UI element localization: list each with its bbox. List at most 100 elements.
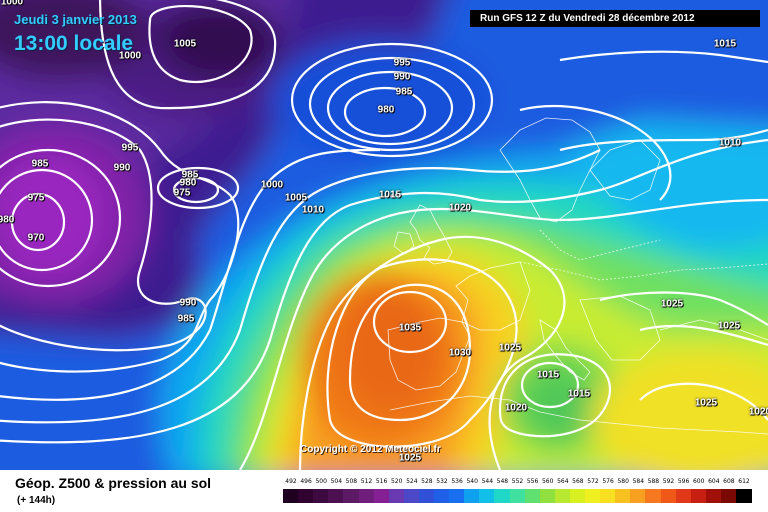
isobar-label: 1015 [378, 189, 402, 201]
isobar-label: 975 [173, 187, 191, 199]
scale-swatch [434, 489, 450, 503]
scale-swatch [343, 489, 360, 503]
isobars [0, 0, 768, 470]
scale-tick-label: 524 [406, 478, 418, 485]
scale-tick-label: 552 [511, 478, 524, 485]
isobar-label: 1035 [398, 322, 422, 334]
isobar-label: 990 [179, 297, 197, 309]
scale-tick-label: 492 [285, 478, 297, 485]
scale-swatch [600, 489, 617, 503]
isobar-label: 1015 [567, 388, 591, 400]
scale-swatch [313, 489, 330, 503]
isobar-label: 1025 [717, 320, 741, 332]
scale-tick-label: 588 [647, 478, 660, 485]
scale-tick-label: 496 [300, 478, 312, 485]
run-info: Run GFS 12 Z du Vendredi 28 décembre 201… [470, 10, 760, 27]
scale-swatch [736, 489, 752, 503]
scale-tick-label: 584 [632, 478, 645, 485]
scale-swatch [705, 489, 722, 503]
scale-tick-label: 572 [587, 478, 599, 485]
scale-swatch [358, 489, 375, 503]
isobar-label: 1020 [448, 202, 472, 214]
isobar-label: 1020 [748, 406, 768, 418]
scale-tick-label: 556 [526, 478, 539, 485]
isobar-label: 1015 [713, 38, 737, 50]
copyright-notice: Copyright © 2012 Meteociel.fr [300, 444, 441, 455]
scale-swatch [554, 489, 571, 503]
scale-swatch [524, 489, 541, 503]
scale-tick-label: 500 [315, 478, 327, 485]
scale-swatch [630, 489, 647, 503]
scale-swatch [418, 489, 435, 503]
color-scale: 492 496 500 504 508 512 516 520 524 528 532 536 540 5… [283, 478, 752, 510]
scale-tick-label: 540 [466, 478, 478, 485]
scale-tick-label: 528 [421, 478, 433, 485]
scale-swatch [373, 489, 390, 503]
scale-swatch [479, 489, 496, 503]
scale-tick-label: 580 [617, 478, 629, 485]
scale-tick-label: 504 [330, 478, 343, 485]
scale-tick-label: 608 [723, 478, 735, 485]
isobar-label: 990 [113, 162, 131, 174]
isobar-label: 970 [27, 232, 45, 244]
scale-swatch [585, 489, 601, 503]
isobar-label: 985 [395, 86, 413, 98]
scale-tick-label: 560 [541, 478, 554, 485]
scale-tick-label: 512 [360, 478, 373, 485]
isobar-label: 1015 [536, 369, 560, 381]
isobar-label: 980 [179, 177, 197, 189]
isobar-label: 985 [177, 313, 195, 325]
scale-tick-label: 604 [708, 478, 720, 485]
geopotential-field [0, 0, 768, 470]
scale-swatch [660, 489, 677, 503]
product-title: Géop. Z500 & pression au sol [15, 475, 212, 491]
scale-tick-label: 508 [345, 478, 358, 485]
scale-tick-label: 532 [436, 478, 448, 485]
lead-time: (+ 144h) [17, 495, 56, 506]
scale-tick-label: 612 [738, 478, 750, 485]
isobar-label: 1025 [398, 452, 422, 464]
scale-swatch [690, 489, 707, 503]
isobar-label: 1025 [498, 342, 522, 354]
forecast-time: 13:00 locale [14, 32, 134, 55]
isobar-label: 1005 [173, 38, 197, 50]
scale-tick-label: 592 [662, 478, 675, 485]
scale-swatch [464, 489, 481, 503]
scale-swatch [615, 489, 632, 503]
weather-map: Jeudi 3 janvier 2013 13:00 locale Run GF… [0, 0, 768, 470]
scale-tick-label: 516 [375, 478, 388, 485]
isobar-label: 1030 [448, 347, 472, 359]
scale-swatch [539, 489, 556, 503]
isobar-label: 985 [181, 169, 199, 181]
legend-footer: Géop. Z500 & pression au sol (+ 144h) 49… [0, 470, 768, 512]
scale-swatch [569, 489, 586, 503]
scale-swatch [403, 489, 420, 503]
scale-tick-label: 596 [677, 478, 690, 485]
scale-tick-label: 548 [496, 478, 509, 485]
isobar-label: 975 [27, 192, 45, 204]
isobar-label: 985 [31, 158, 49, 170]
scale-swatch [494, 489, 511, 503]
scale-swatch [328, 489, 345, 503]
isobar-label: 1010 [301, 204, 325, 216]
scale-swatch [675, 489, 692, 503]
scale-swatch [509, 489, 526, 503]
isobar-label: 1000 [260, 179, 284, 191]
scale-tick-label: 600 [692, 478, 705, 485]
isobar-label: 980 [377, 104, 395, 116]
isobar-label: 990 [393, 71, 411, 83]
isobar-label: 1020 [504, 402, 528, 414]
scale-tick-label: 576 [602, 478, 614, 485]
isobar-label: 995 [393, 57, 411, 69]
isobar-label: 1010 [718, 137, 742, 149]
isobar-label: 1025 [694, 397, 718, 409]
isobar-label: 995 [121, 142, 139, 154]
scale-swatch [449, 489, 466, 503]
scale-swatch [388, 489, 405, 503]
isobar-label: 1000 [0, 0, 24, 8]
isobar-label: 1000 [118, 50, 142, 62]
isobar-label: 980 [0, 214, 15, 226]
isobar-label: 1025 [660, 298, 684, 310]
scale-swatch [283, 489, 299, 503]
scale-swatch [720, 489, 737, 503]
